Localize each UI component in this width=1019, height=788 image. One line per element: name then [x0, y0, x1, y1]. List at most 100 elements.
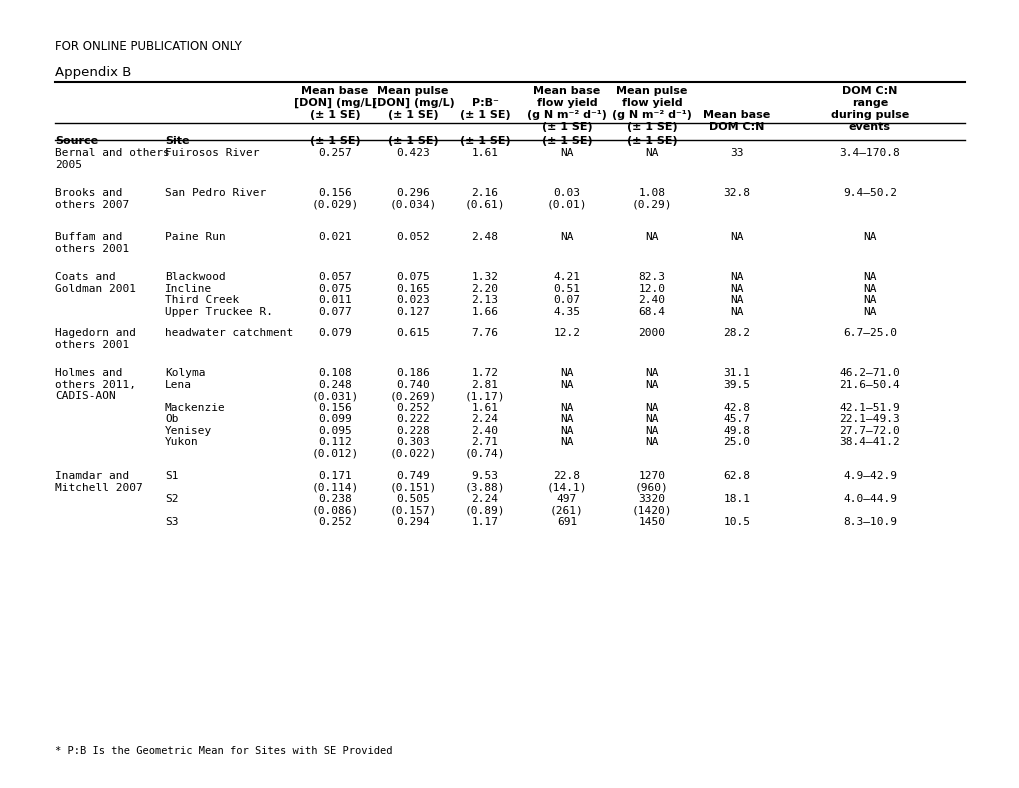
- Text: NA: NA: [645, 380, 658, 389]
- Text: 0.108: 0.108: [318, 368, 352, 378]
- Text: (0.29): (0.29): [631, 199, 672, 210]
- Text: (0.012): (0.012): [311, 448, 359, 459]
- Text: 4.21: 4.21: [553, 272, 580, 282]
- Text: Paine Run: Paine Run: [165, 232, 225, 242]
- Text: 2.24: 2.24: [471, 494, 498, 504]
- Text: 8.3–10.9: 8.3–10.9: [842, 517, 896, 527]
- Text: 6.7–25.0: 6.7–25.0: [842, 328, 896, 338]
- Text: Bernal and others: Bernal and others: [55, 148, 169, 158]
- Text: 42.8: 42.8: [722, 403, 750, 412]
- Text: NA: NA: [559, 403, 573, 412]
- Text: 49.8: 49.8: [722, 426, 750, 436]
- Text: 0.156: 0.156: [318, 403, 352, 412]
- Text: 1.32: 1.32: [471, 272, 498, 282]
- Text: Goldman 2001: Goldman 2001: [55, 284, 136, 293]
- Text: Mean pulse: Mean pulse: [615, 86, 687, 96]
- Text: Mean base: Mean base: [703, 110, 770, 120]
- Text: 0.296: 0.296: [395, 188, 429, 198]
- Text: 21.6–50.4: 21.6–50.4: [839, 380, 900, 389]
- Text: Incline: Incline: [165, 284, 212, 293]
- Text: 42.1–51.9: 42.1–51.9: [839, 403, 900, 412]
- Text: (14.1): (14.1): [546, 482, 587, 492]
- Text: 1.66: 1.66: [471, 307, 498, 317]
- Text: Lena: Lena: [165, 380, 192, 389]
- Text: others 2011,: others 2011,: [55, 380, 136, 389]
- Text: (261): (261): [549, 505, 583, 515]
- Text: 2000: 2000: [638, 328, 664, 338]
- Text: 0.749: 0.749: [395, 471, 429, 481]
- Text: 0.099: 0.099: [318, 414, 352, 424]
- Text: CADIS-AON: CADIS-AON: [55, 391, 115, 401]
- Text: NA: NA: [730, 307, 743, 317]
- Text: 12.2: 12.2: [553, 328, 580, 338]
- Text: 12.0: 12.0: [638, 284, 664, 293]
- Text: 0.079: 0.079: [318, 328, 352, 338]
- Text: 2.71: 2.71: [471, 437, 498, 447]
- Text: Blackwood: Blackwood: [165, 272, 225, 282]
- Text: 2.40: 2.40: [638, 295, 664, 305]
- Text: (± 1 SE): (± 1 SE): [460, 136, 510, 146]
- Text: NA: NA: [862, 272, 876, 282]
- Text: 10.5: 10.5: [722, 517, 750, 527]
- Text: Holmes and: Holmes and: [55, 368, 122, 378]
- Text: 1270: 1270: [638, 471, 664, 481]
- Text: 82.3: 82.3: [638, 272, 664, 282]
- Text: 0.021: 0.021: [318, 232, 352, 242]
- Text: * P:B Is the Geometric Mean for Sites with SE Provided: * P:B Is the Geometric Mean for Sites wi…: [55, 746, 392, 756]
- Text: (0.151): (0.151): [389, 482, 436, 492]
- Text: (0.022): (0.022): [389, 448, 436, 459]
- Text: headwater catchment: headwater catchment: [165, 328, 293, 338]
- Text: Inamdar and: Inamdar and: [55, 471, 129, 481]
- Text: Mitchell 2007: Mitchell 2007: [55, 482, 143, 492]
- Text: 18.1: 18.1: [722, 494, 750, 504]
- Text: (0.61): (0.61): [465, 199, 504, 210]
- Text: 0.238: 0.238: [318, 494, 352, 504]
- Text: Upper Truckee R.: Upper Truckee R.: [165, 307, 273, 317]
- Text: 46.2–71.0: 46.2–71.0: [839, 368, 900, 378]
- Text: (1420): (1420): [631, 505, 672, 515]
- Text: (0.029): (0.029): [311, 199, 359, 210]
- Text: 0.075: 0.075: [395, 272, 429, 282]
- Text: Coats and: Coats and: [55, 272, 115, 282]
- Text: NA: NA: [645, 437, 658, 447]
- Text: 1450: 1450: [638, 517, 664, 527]
- Text: Mackenzie: Mackenzie: [165, 403, 225, 412]
- Text: 0.740: 0.740: [395, 380, 429, 389]
- Text: NA: NA: [645, 368, 658, 378]
- Text: 22.8: 22.8: [553, 471, 580, 481]
- Text: 0.03: 0.03: [553, 188, 580, 198]
- Text: 2005: 2005: [55, 159, 82, 169]
- Text: Mean pulse: Mean pulse: [377, 86, 448, 96]
- Text: 0.252: 0.252: [395, 403, 429, 412]
- Text: NA: NA: [730, 232, 743, 242]
- Text: NA: NA: [730, 295, 743, 305]
- Text: NA: NA: [645, 414, 658, 424]
- Text: 691: 691: [556, 517, 577, 527]
- Text: 0.248: 0.248: [318, 380, 352, 389]
- Text: FOR ONLINE PUBLICATION ONLY: FOR ONLINE PUBLICATION ONLY: [55, 40, 242, 53]
- Text: 0.505: 0.505: [395, 494, 429, 504]
- Text: Brooks and: Brooks and: [55, 188, 122, 198]
- Text: (0.034): (0.034): [389, 199, 436, 210]
- Text: NA: NA: [559, 148, 573, 158]
- Text: 22.1–49.3: 22.1–49.3: [839, 414, 900, 424]
- Text: others 2007: others 2007: [55, 199, 129, 210]
- Text: 0.222: 0.222: [395, 414, 429, 424]
- Text: 0.075: 0.075: [318, 284, 352, 293]
- Text: (0.086): (0.086): [311, 505, 359, 515]
- Text: 31.1: 31.1: [722, 368, 750, 378]
- Text: 2.20: 2.20: [471, 284, 498, 293]
- Text: 2.13: 2.13: [471, 295, 498, 305]
- Text: 2.16: 2.16: [471, 188, 498, 198]
- Text: 68.4: 68.4: [638, 307, 664, 317]
- Text: 497: 497: [556, 494, 577, 504]
- Text: Yukon: Yukon: [165, 437, 199, 447]
- Text: 4.0–44.9: 4.0–44.9: [842, 494, 896, 504]
- Text: 0.112: 0.112: [318, 437, 352, 447]
- Text: flow yield: flow yield: [536, 98, 597, 108]
- Text: 0.156: 0.156: [318, 188, 352, 198]
- Text: 9.53: 9.53: [471, 471, 498, 481]
- Text: Site: Site: [165, 136, 190, 146]
- Text: 0.07: 0.07: [553, 295, 580, 305]
- Text: 0.165: 0.165: [395, 284, 429, 293]
